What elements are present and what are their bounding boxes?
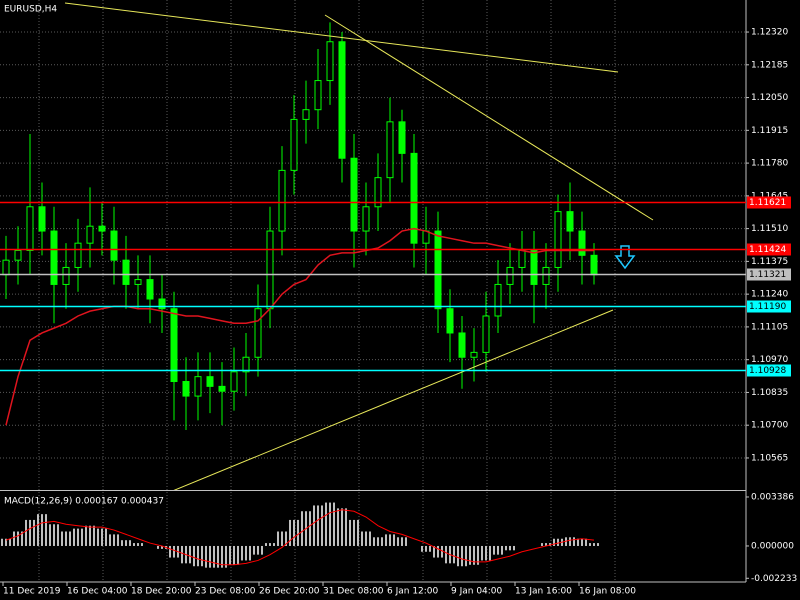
candle-body	[62, 266, 70, 285]
price-level-box	[747, 364, 791, 377]
trendlines	[64, 2, 654, 490]
price-level-box	[747, 268, 791, 281]
candle-body	[314, 80, 322, 111]
candle-body	[590, 254, 598, 276]
x-tick-label: 26 Dec 20:00	[259, 587, 320, 597]
candle-body	[566, 211, 574, 232]
price-level-label: 1.11190	[749, 302, 786, 312]
y-tick-label: 1.10700	[751, 421, 788, 431]
trendline	[324, 14, 654, 221]
macd-title: MACD(12,26,9) 0.000167 0.000437	[4, 497, 164, 507]
candle-body	[302, 109, 310, 120]
candle-body	[146, 279, 154, 300]
candle-body	[38, 206, 46, 232]
y-tick-label: 1.12320	[751, 28, 788, 38]
sell-arrow	[614, 245, 636, 270]
y-tick-label: -0.002233	[751, 574, 797, 584]
candle-body	[230, 371, 238, 392]
x-tick-label: 6 Jan 12:00	[387, 587, 439, 597]
x-tick-label: 16 Dec 04:00	[67, 587, 128, 597]
symbol-title: EURUSD,H4	[4, 5, 57, 15]
candle-body	[482, 315, 490, 353]
candle-body	[158, 298, 166, 310]
candle-body	[2, 259, 10, 276]
price-level-label: 1.11424	[749, 245, 786, 255]
price-level-box	[747, 243, 791, 256]
price-level-box	[747, 300, 791, 313]
trendline	[64, 2, 619, 73]
candle-body	[422, 230, 430, 244]
candle-body	[98, 225, 106, 232]
x-tick-label: 18 Dec 20:00	[131, 587, 192, 597]
candle-body	[434, 230, 442, 310]
candle-body	[266, 230, 274, 310]
candle-body	[242, 356, 250, 373]
y-tick-label: 1.11780	[751, 159, 788, 169]
candle-body	[338, 41, 346, 159]
candle-body	[362, 206, 370, 232]
x-tick-label: 16 Jan 08:00	[579, 587, 636, 597]
candle-body	[170, 308, 178, 383]
candle-body	[398, 121, 406, 154]
moving-average	[5, 227, 594, 426]
y-tick-label: 0.003386	[751, 492, 794, 502]
price-level-label: 1.10928	[749, 366, 786, 376]
candle-body	[470, 351, 478, 358]
candle-body	[374, 177, 382, 208]
candle-body	[14, 249, 22, 261]
candle-body	[542, 266, 550, 285]
candle-body	[446, 308, 454, 334]
candle-body	[458, 332, 466, 358]
candle-body	[494, 283, 502, 317]
x-tick-label: 31 Dec 08:00	[323, 587, 384, 597]
candle-body	[50, 230, 58, 285]
candle-body	[290, 118, 298, 171]
y-tick-label: 1.11510	[751, 224, 788, 234]
x-tick-label: 23 Dec 08:00	[195, 587, 256, 597]
candle-body	[206, 376, 214, 387]
y-tick-label: 1.10565	[751, 453, 788, 463]
macd-signal	[5, 509, 595, 566]
candle-body	[74, 242, 82, 268]
candle-body	[578, 230, 586, 256]
x-tick-label: 11 Dec 2019	[3, 587, 61, 597]
x-tick-label: 9 Jan 04:00	[451, 587, 503, 597]
price-level-label: 1.11321	[749, 270, 786, 280]
candle-body	[110, 230, 118, 261]
y-tick-label: 1.11915	[751, 126, 788, 136]
candle-body	[278, 169, 286, 232]
candle-body	[26, 206, 34, 251]
y-tick-label: 1.12050	[751, 93, 788, 103]
candle-body	[86, 225, 94, 244]
candle-body	[254, 308, 262, 358]
candle-body	[386, 121, 394, 179]
price-level-label: 1.11621	[749, 198, 786, 208]
candle-body	[554, 211, 562, 268]
trendline	[173, 309, 614, 490]
candle-body	[218, 385, 226, 392]
y-tick-label: 1.10970	[751, 355, 788, 365]
candle-body	[182, 381, 190, 397]
candle-body	[350, 157, 358, 232]
candle-body	[122, 259, 130, 285]
candle-body	[326, 41, 334, 82]
candle-body	[518, 249, 526, 268]
y-tick-label: 1.11240	[751, 290, 788, 300]
candle-body	[410, 152, 418, 244]
candle-body	[194, 376, 202, 397]
y-tick-label: 1.12185	[751, 60, 788, 70]
y-tick-label: 1.10835	[751, 388, 788, 398]
candle-body	[530, 249, 538, 285]
y-tick-label: 1.11375	[751, 257, 788, 267]
y-tick-label: 1.11645	[751, 191, 788, 201]
price-level-box	[747, 196, 791, 209]
x-tick-label: 13 Jan 16:00	[515, 587, 572, 597]
y-tick-label: 1.11105	[751, 322, 788, 332]
candle-body	[506, 266, 514, 285]
y-tick-label: 0.000000	[751, 541, 794, 551]
candle-body	[134, 279, 142, 285]
